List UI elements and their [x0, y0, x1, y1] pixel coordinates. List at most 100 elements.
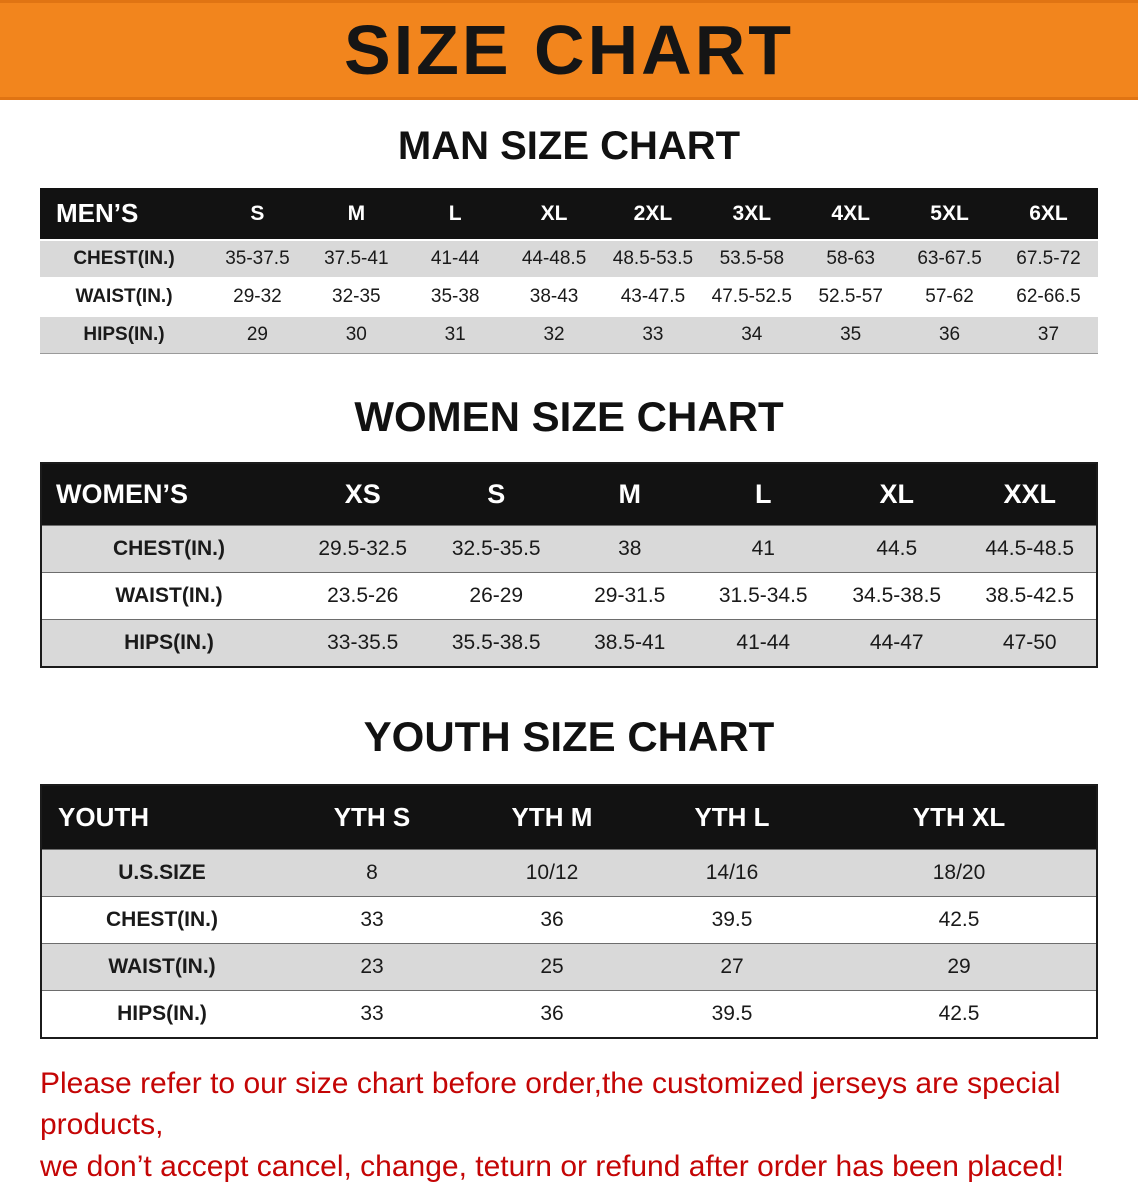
value-cell: 44-48.5 [521, 248, 587, 269]
value-cell: 34 [741, 324, 763, 345]
size-header-cell: XS [296, 463, 430, 526]
page-title: SIZE CHART [344, 11, 794, 89]
row-label-cell: HIPS(IN.) [124, 631, 214, 654]
value-cell: 41 [751, 537, 775, 560]
size-header-cell: M [306, 188, 406, 240]
notice-line-2: we don’t accept cancel, change, teturn o… [40, 1149, 1064, 1183]
value-cell: 29.5-32.5 [318, 537, 408, 560]
row-label-cell: WAIST(IN.) [75, 286, 173, 307]
value-cell: 35-37.5 [225, 248, 290, 269]
value-cell: 44.5 [876, 537, 918, 560]
value-cell: 35 [840, 324, 862, 345]
value-cell: 43-47.5 [620, 286, 686, 307]
value-cell: 53.5-58 [719, 248, 785, 269]
value-cell: 26-29 [469, 584, 524, 607]
header-row: MEN’S S M L XL 2XL 3XL 4XL 5XL 6XL [40, 188, 1098, 240]
value-cell: 32.5-35.5 [451, 537, 541, 560]
value-cell: 39.5 [711, 1002, 753, 1025]
value-cell: 29 [947, 955, 971, 978]
value-cell: 52.5-57 [818, 286, 883, 307]
value-cell: 62-66.5 [1016, 286, 1081, 307]
value-cell: 57-62 [925, 286, 974, 307]
value-cell: 34.5-38.5 [852, 584, 942, 607]
value-cell: 38.5-42.5 [985, 584, 1075, 607]
youth-section-heading: YOUTH SIZE CHART [363, 713, 775, 760]
value-cell: 39.5 [711, 908, 753, 931]
size-header-cell: 3XL [702, 188, 802, 240]
value-cell: 32 [543, 324, 565, 345]
row-label-cell: CHEST(IN.) [73, 248, 175, 269]
table-row: HIPS(IN.) 33-35.5 35.5-38.5 38.5-41 41-44 44-… [41, 619, 1097, 667]
value-cell: 38-43 [529, 286, 579, 307]
row-label-cell: HIPS(IN.) [83, 324, 165, 345]
size-header-cell: L [696, 463, 830, 526]
size-header-cell: S [208, 188, 307, 240]
table-title-cell: YOUTH [41, 785, 282, 850]
value-cell: 47.5-52.5 [711, 286, 792, 307]
value-cell: 8 [366, 861, 378, 884]
row-label-cell: U.S.SIZE [118, 861, 206, 884]
table-title-cell: WOMEN’S [41, 463, 296, 526]
size-header-cell: XL [504, 188, 604, 240]
size-header-cell: YTH XL [822, 785, 1097, 850]
women-size-table-grid: WOMEN’S XS S M L XL XXL CHEST(IN.) 29.5-32.5 32.5… [40, 462, 1098, 668]
size-header-cell: 2XL [603, 188, 703, 240]
women-section-heading: WOMEN SIZE CHART [354, 393, 784, 440]
value-cell: 33 [642, 324, 664, 345]
size-header-cell: XXL [963, 463, 1097, 526]
row-label-cell: CHEST(IN.) [113, 537, 225, 560]
table-row: CHEST(IN.) 35-37.5 37.5-41 41-44 44-48.5 48.5… [40, 240, 1098, 278]
table-row: U.S.SIZE 8 10/12 14/16 18/20 [41, 849, 1097, 897]
value-cell: 30 [345, 324, 367, 345]
value-cell: 10/12 [525, 861, 579, 884]
value-cell: 42.5 [938, 1002, 980, 1025]
size-header-cell: YTH S [282, 785, 462, 850]
size-header-cell: YTH M [462, 785, 642, 850]
value-cell: 37.5-41 [324, 248, 389, 269]
value-cell: 29-31.5 [594, 584, 666, 607]
value-cell: 42.5 [938, 908, 980, 931]
value-cell: 44.5-48.5 [985, 537, 1075, 560]
value-cell: 29-32 [233, 286, 282, 307]
row-label-cell: WAIST(IN.) [108, 955, 216, 978]
value-cell: 31 [444, 324, 466, 345]
value-cell: 14/16 [705, 861, 759, 884]
table-row: HIPS(IN.) 33 36 39.5 42.5 [41, 990, 1097, 1038]
value-cell: 48.5-53.5 [612, 248, 694, 269]
table-row: CHEST(IN.) 33 36 39.5 42.5 [41, 896, 1097, 944]
value-cell: 33 [360, 908, 384, 931]
table-title-cell: MEN’S [40, 188, 208, 240]
header-row: WOMEN’S XS S M L XL XXL [41, 463, 1097, 526]
value-cell: 23 [360, 955, 384, 978]
value-cell: 67.5-72 [1016, 248, 1081, 269]
size-header-cell: XL [830, 463, 964, 526]
size-header-cell: S [429, 463, 563, 526]
value-cell: 41-44 [430, 248, 480, 269]
value-cell: 32-35 [332, 286, 381, 307]
table-row: CHEST(IN.) 29.5-32.5 32.5-35.5 38 41 44.5 44.5… [41, 525, 1097, 573]
value-cell: 36 [540, 908, 564, 931]
value-cell: 27 [720, 955, 744, 978]
value-cell: 47-50 [1002, 631, 1057, 654]
value-cell: 33 [360, 1002, 384, 1025]
banner: SIZE CHART [0, 0, 1138, 100]
value-cell: 35-38 [430, 286, 480, 307]
row-label-cell: HIPS(IN.) [117, 1002, 207, 1025]
value-cell: 41-44 [736, 631, 791, 654]
table-row: WAIST(IN.) 23 25 27 29 [41, 943, 1097, 991]
youth-size-table-grid: YOUTH YTH S YTH M YTH L YTH XL U.S.SIZE 8 10/12… [40, 784, 1098, 1039]
value-cell: 36 [540, 1002, 564, 1025]
value-cell: 36 [938, 324, 961, 345]
men-section: MAN SIZE CHART MEN’S S M L XL 2XL 3XL 4XL 5XL 6XL… [0, 126, 1138, 354]
row-label-cell: CHEST(IN.) [106, 908, 218, 931]
women-section: WOMEN SIZE CHART WOMEN’S XS S M L XL XXL CHEST(… [0, 396, 1138, 668]
value-cell: 38.5-41 [594, 631, 666, 654]
size-header-cell: 4XL [801, 188, 901, 240]
men-size-table-grid: MEN’S S M L XL 2XL 3XL 4XL 5XL 6XL CHEST(IN.) 35-37… [40, 188, 1098, 354]
value-cell: 63-67.5 [917, 248, 982, 269]
value-cell: 38 [618, 537, 642, 560]
table-row: WAIST(IN.) 23.5-26 26-29 29-31.5 31.5-34.5 34… [41, 572, 1097, 620]
order-notice: Please refer to our size chart before or… [40, 1063, 1110, 1187]
notice-line-1: Please refer to our size chart before or… [40, 1067, 1061, 1142]
